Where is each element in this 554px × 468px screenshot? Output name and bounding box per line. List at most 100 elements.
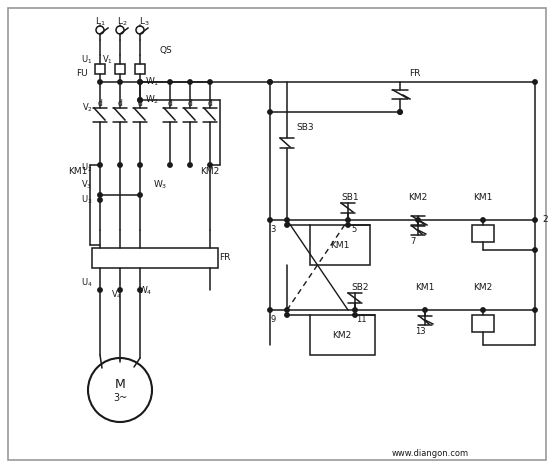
- Text: U$_3$: U$_3$: [81, 194, 93, 206]
- Text: 7: 7: [411, 237, 416, 247]
- Text: 13: 13: [415, 328, 425, 336]
- Circle shape: [138, 98, 142, 102]
- Text: SB1: SB1: [341, 192, 359, 202]
- Circle shape: [268, 218, 272, 222]
- Text: V$_1$: V$_1$: [101, 54, 112, 66]
- Text: d: d: [208, 100, 212, 109]
- Circle shape: [138, 98, 142, 102]
- Text: V$_3$: V$_3$: [81, 179, 93, 191]
- Text: U$_2$: U$_2$: [81, 162, 93, 174]
- Circle shape: [268, 308, 272, 312]
- Circle shape: [481, 218, 485, 222]
- Circle shape: [138, 80, 142, 84]
- Circle shape: [98, 80, 102, 84]
- Text: L$_2$: L$_2$: [117, 16, 127, 28]
- Circle shape: [168, 163, 172, 167]
- Text: 2: 2: [542, 215, 547, 225]
- Bar: [115, 64, 125, 73]
- Text: W$_1$: W$_1$: [145, 76, 159, 88]
- Text: KM2: KM2: [201, 168, 219, 176]
- Circle shape: [533, 80, 537, 84]
- Circle shape: [118, 288, 122, 292]
- Text: U$_4$: U$_4$: [81, 277, 93, 289]
- Circle shape: [285, 313, 289, 317]
- Circle shape: [88, 358, 152, 422]
- Text: KM1: KM1: [68, 168, 88, 176]
- Bar: [472, 315, 494, 332]
- Text: d: d: [117, 100, 122, 109]
- Text: W$_4$: W$_4$: [138, 285, 152, 297]
- Circle shape: [98, 198, 102, 202]
- Text: FU: FU: [76, 68, 88, 78]
- Text: 3: 3: [270, 226, 276, 234]
- Circle shape: [98, 288, 102, 292]
- Text: KM2: KM2: [473, 284, 493, 292]
- Text: 9: 9: [270, 315, 276, 324]
- Circle shape: [188, 80, 192, 84]
- Text: d: d: [188, 100, 192, 109]
- Bar: [472, 225, 494, 242]
- Circle shape: [138, 163, 142, 167]
- Circle shape: [346, 218, 350, 222]
- Text: M: M: [115, 379, 125, 392]
- Circle shape: [168, 80, 172, 84]
- Circle shape: [398, 110, 402, 114]
- Circle shape: [353, 308, 357, 312]
- Circle shape: [208, 80, 212, 84]
- Bar: [95, 64, 105, 73]
- Text: 3~: 3~: [113, 393, 127, 403]
- Circle shape: [136, 26, 144, 34]
- Circle shape: [268, 110, 272, 114]
- Circle shape: [116, 26, 124, 34]
- Bar: [310, 315, 375, 355]
- Circle shape: [268, 80, 272, 84]
- Text: W$_2$: W$_2$: [145, 94, 159, 106]
- Text: KM1: KM1: [473, 192, 493, 202]
- Circle shape: [98, 163, 102, 167]
- Text: FR: FR: [409, 70, 420, 79]
- Circle shape: [285, 223, 289, 227]
- Circle shape: [533, 248, 537, 252]
- Text: KM2: KM2: [332, 330, 352, 339]
- Text: L$_1$: L$_1$: [95, 16, 105, 28]
- Text: d: d: [137, 100, 142, 109]
- Circle shape: [138, 193, 142, 197]
- Circle shape: [416, 218, 420, 222]
- Text: V$_4$: V$_4$: [111, 289, 122, 301]
- Text: SB3: SB3: [296, 123, 314, 132]
- Circle shape: [353, 313, 357, 317]
- Text: 11: 11: [356, 315, 366, 324]
- Circle shape: [285, 218, 289, 222]
- Circle shape: [188, 163, 192, 167]
- Text: KM1: KM1: [416, 284, 435, 292]
- Circle shape: [346, 223, 350, 227]
- Bar: [92, 248, 218, 268]
- Text: V$_2$: V$_2$: [81, 102, 93, 114]
- Circle shape: [423, 308, 427, 312]
- Bar: [135, 64, 145, 73]
- Text: SB2: SB2: [351, 284, 369, 292]
- Text: QS: QS: [160, 45, 173, 54]
- Text: d: d: [167, 100, 172, 109]
- Text: KM2: KM2: [408, 192, 428, 202]
- Text: d: d: [98, 100, 102, 109]
- Circle shape: [208, 163, 212, 167]
- Text: U$_1$: U$_1$: [81, 54, 93, 66]
- Circle shape: [533, 218, 537, 222]
- Text: W$_3$: W$_3$: [153, 179, 167, 191]
- Text: L$_3$: L$_3$: [138, 16, 149, 28]
- Circle shape: [98, 193, 102, 197]
- Circle shape: [268, 80, 272, 84]
- Circle shape: [138, 288, 142, 292]
- Bar: [310, 225, 370, 265]
- Text: KM1: KM1: [330, 241, 350, 249]
- Circle shape: [118, 163, 122, 167]
- Circle shape: [96, 26, 104, 34]
- Circle shape: [138, 80, 142, 84]
- Text: 5: 5: [351, 226, 357, 234]
- Circle shape: [481, 308, 485, 312]
- Text: FR: FR: [219, 254, 230, 263]
- Circle shape: [533, 308, 537, 312]
- Circle shape: [285, 308, 289, 312]
- Circle shape: [398, 110, 402, 114]
